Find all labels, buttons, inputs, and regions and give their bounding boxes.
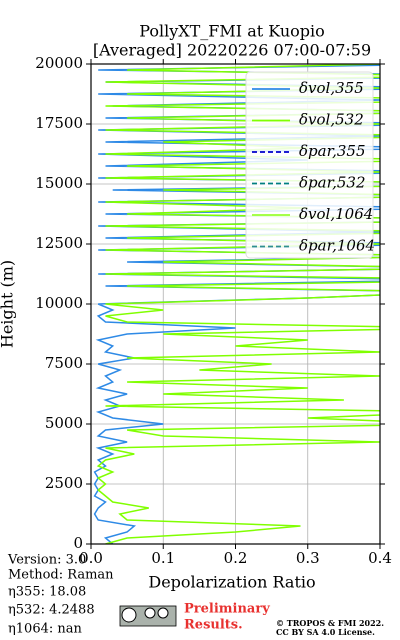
legend-label: δpar,532: [299, 174, 366, 192]
legend-box: [245, 71, 374, 259]
x-tick-label: 0.0: [79, 549, 103, 567]
profile-line: [96, 64, 380, 544]
info-text: Version: 3.0: [7, 553, 86, 568]
y-tick-label: 7500: [45, 354, 83, 372]
legend-label: δpar,355: [299, 142, 366, 160]
y-tick-label: 20000: [35, 54, 83, 72]
chart-title: PollyXT_FMI at Kuopio: [139, 22, 325, 41]
x-tick-label: 0.4: [368, 549, 392, 567]
legend-label: δpar,1064: [299, 237, 375, 255]
y-tick-label: 2500: [45, 474, 83, 492]
chart-subtitle: [Averaged] 20220226 07:00-07:59: [93, 41, 371, 60]
x-tick-label: 0.3: [296, 549, 320, 567]
legend-label: δvol,1064: [299, 205, 373, 223]
y-tick-label: 15000: [35, 174, 83, 192]
preliminary-note: Results.: [184, 618, 243, 633]
legend-label: δvol,355: [299, 79, 364, 97]
info-text: η355: 18.08: [8, 585, 86, 600]
y-tick-label: 10000: [35, 294, 83, 312]
license: CC BY SA 4.0 License.: [276, 627, 375, 637]
legend: δvol,355 δvol,532 δpar,355 δpar,532 δvol,106…: [245, 71, 375, 259]
y-tick-label: 0: [73, 534, 83, 552]
x-tick-label: 0.1: [151, 549, 175, 567]
legend-label: δvol,532: [299, 111, 364, 129]
y-tick-label: 12500: [35, 234, 83, 252]
info-text: η532: 4.2488: [8, 603, 95, 618]
y-tick-label: 5000: [45, 414, 83, 432]
x-axis-label: Depolarization Ratio: [148, 573, 315, 592]
sa-icon: [157, 607, 169, 619]
info-text: η1064: nan: [8, 622, 83, 637]
info-text: Method: Raman: [8, 568, 114, 583]
preliminary-note: Preliminary: [184, 602, 270, 617]
x-tick-label: 0.2: [224, 549, 248, 567]
cc-logo: [119, 605, 177, 627]
cc-icon: [121, 607, 137, 623]
y-tick-label: 17500: [35, 114, 83, 132]
y-axis-label: Height (m): [0, 260, 17, 348]
license: © TROPOS & FMI 2022.: [276, 618, 384, 628]
by-icon: [144, 607, 156, 619]
